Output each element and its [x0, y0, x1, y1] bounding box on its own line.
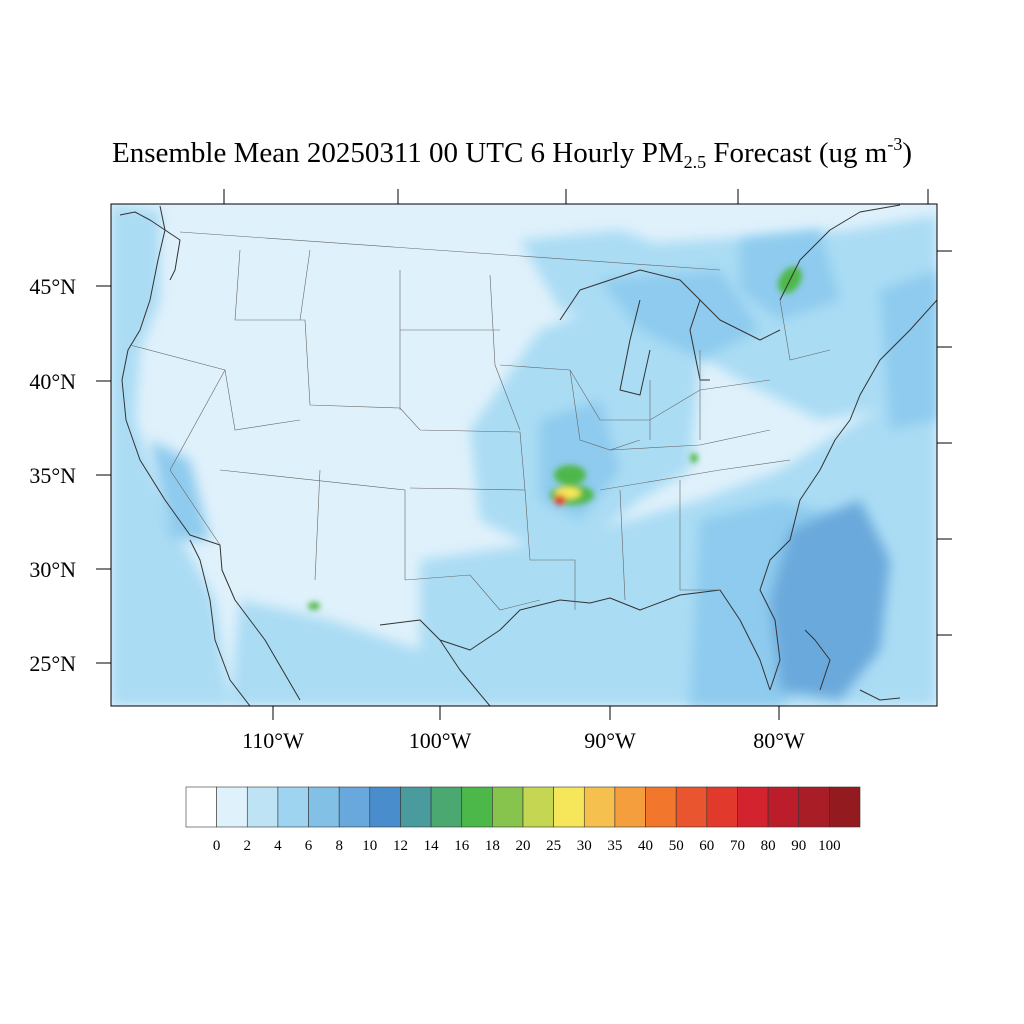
colorbar-swatch	[706, 786, 738, 828]
colorbar-swatch	[400, 786, 432, 828]
colorbar-label: 18	[484, 838, 500, 854]
colorbar-label: 90	[791, 838, 807, 854]
colorbar-label: 0	[212, 838, 221, 854]
colorbar-label: 80	[760, 838, 776, 854]
colorbar-swatch	[369, 786, 401, 828]
colorbar-label: 20	[515, 838, 531, 854]
lon-label-100w: 100°W	[408, 728, 472, 753]
colorbar-label: 4	[274, 838, 282, 854]
colorbar-label: 25	[546, 838, 562, 854]
lat-label-30n: 30°N	[29, 557, 76, 582]
map-frame	[110, 203, 938, 707]
colorbar-swatch	[338, 786, 371, 828]
colorbar-swatch	[614, 786, 646, 828]
colorbar-swatch	[645, 786, 677, 828]
axis-ticks	[96, 189, 952, 720]
colorbar-label: 8	[335, 838, 343, 854]
lat-label-35n: 35°N	[29, 463, 76, 488]
colorbar-swatch	[430, 786, 463, 828]
lat-label-40n: 40°N	[29, 369, 76, 394]
colorbar-label: 35	[607, 838, 623, 854]
ocean-plume	[770, 500, 890, 700]
colorbar-swatch	[185, 786, 217, 828]
colorbar-swatch	[737, 786, 769, 828]
colorbar-swatch	[583, 786, 616, 828]
colorbar-label: 50	[668, 838, 684, 854]
colorbar-label: 60	[699, 838, 715, 854]
lon-label-80w: 80°W	[753, 728, 805, 753]
colorbar-swatch	[767, 786, 800, 828]
map-title: Ensemble Mean 20250311 00 UTC 6 Hourly P…	[111, 134, 913, 172]
lat-label-45n: 45°N	[29, 274, 76, 299]
state-borders	[129, 231, 831, 611]
colorbar-swatch	[829, 786, 861, 828]
lon-label-110w: 110°W	[242, 728, 304, 753]
colorbar-swatch	[675, 786, 708, 828]
colorbar-swatch	[246, 786, 279, 828]
colorbar-labels: 0 2 4 6 8 10 12 14 16 18 20 25 30 35 40 50 60 70 80 90 100	[0, 838, 1024, 858]
colorbar-label: 10	[362, 838, 378, 854]
colorbar-label: 16	[454, 838, 470, 854]
colorbar-label: 100	[818, 838, 841, 854]
coastlines	[119, 204, 937, 706]
colorbar-swatch	[216, 786, 248, 828]
colorbar-swatch	[553, 786, 585, 828]
colorbar	[185, 786, 861, 828]
colorbar-label: 30	[576, 838, 592, 854]
colorbar-label: 12	[393, 838, 408, 854]
colorbar-swatch	[522, 786, 554, 828]
colorbar-label: 70	[730, 838, 745, 854]
colorbar-swatch	[492, 786, 524, 828]
colorbar-swatch	[277, 786, 309, 828]
colorbar-swatch	[461, 786, 493, 828]
colorbar-label: 40	[638, 838, 653, 854]
concentration-field	[111, 204, 937, 706]
colorbar-swatch	[798, 786, 830, 828]
colorbar-label: 6	[304, 838, 313, 854]
colorbar-swatch	[308, 786, 340, 828]
lon-label-90w: 90°W	[584, 728, 636, 753]
lat-label-25n: 25°N	[29, 651, 76, 676]
colorbar-label: 2	[243, 838, 252, 854]
colorbar-label: 14	[423, 838, 439, 854]
